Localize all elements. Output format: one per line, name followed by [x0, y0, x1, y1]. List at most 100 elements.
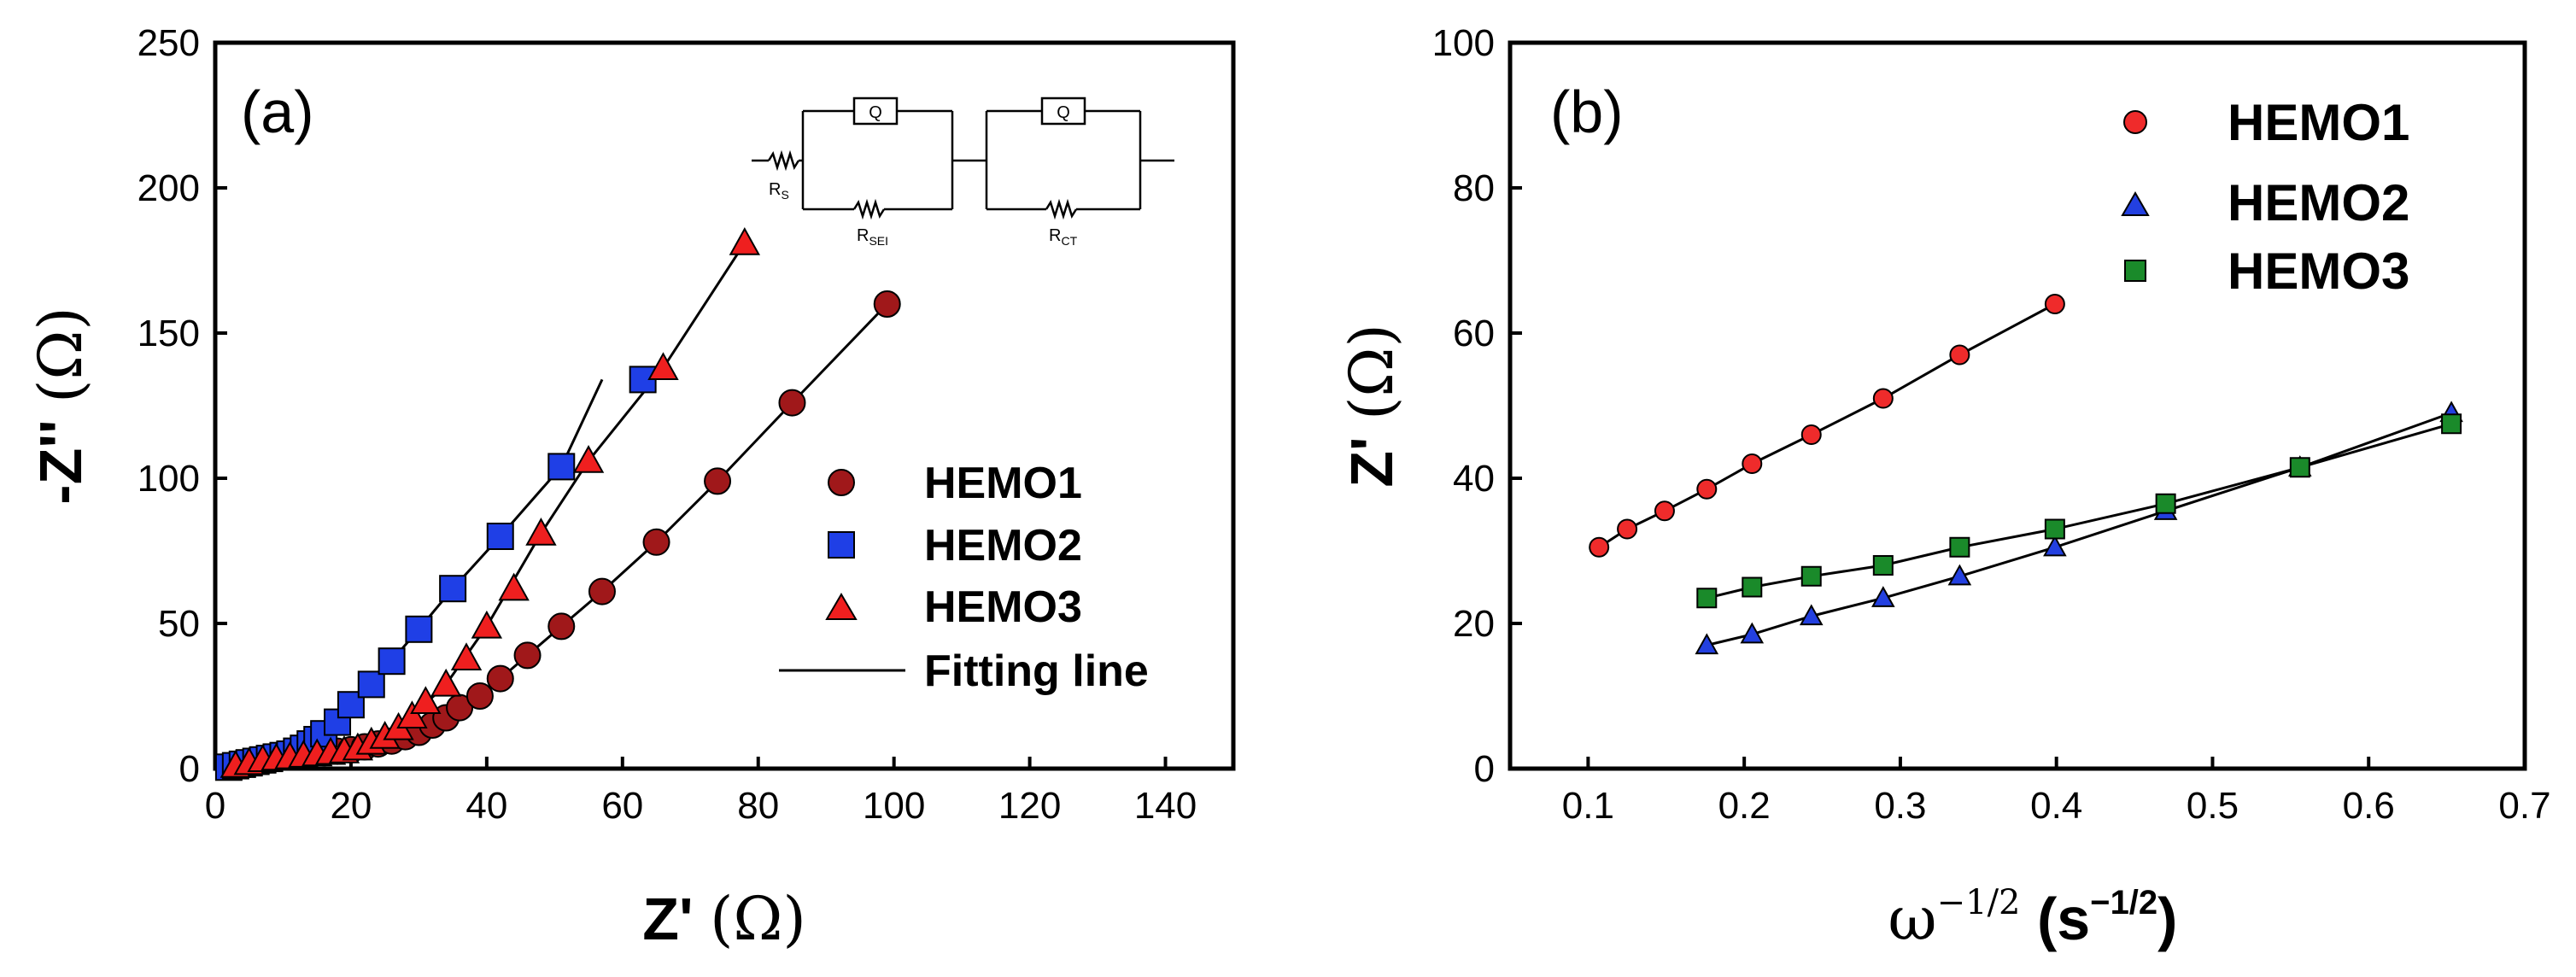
a-point-hemo3 [647, 352, 679, 380]
b-x-tick-label: 0.4 [2030, 785, 2082, 827]
b-point-hemo3 [1800, 565, 1822, 587]
b-point-hemo2 [1947, 564, 1972, 586]
a-y-tick-label: 100 [138, 458, 200, 500]
a-x-tick-label: 60 [601, 785, 643, 827]
b-x-tick-label: 0.2 [1718, 785, 1771, 827]
resistor-rsei [852, 198, 886, 220]
a-x-tick-label: 140 [1134, 785, 1197, 827]
a-point-hemo1 [465, 682, 494, 710]
panel-label-a: (a) [241, 79, 314, 145]
b-point-hemo3 [2441, 413, 2462, 435]
legend-b-hemo1-label: HEMO1 [2228, 94, 2409, 151]
resistor-rs [767, 149, 800, 172]
a-point-hemo1 [547, 612, 576, 641]
b-point-hemo3 [1696, 588, 1718, 609]
b-y-tick-label: 40 [1453, 458, 1495, 500]
a-x-tick-label: 100 [863, 785, 925, 827]
b-y-tick-label: 0 [1474, 748, 1495, 790]
b-point-hemo3 [2044, 518, 2065, 540]
legend-b-hemo3-marker [2124, 260, 2146, 282]
legend-a-fit-label: Fitting line [924, 646, 1149, 696]
a-point-hemo1 [486, 664, 514, 693]
b-point-hemo1 [1696, 478, 1718, 500]
legend-a-hemo3-label: HEMO3 [924, 582, 1082, 632]
a-point-hemo3 [471, 610, 503, 639]
a-x-tick-label: 0 [205, 785, 225, 827]
a-ticks: 0 20 40 60 80 100 120 140 0 50 100 150 200 250 [138, 22, 1197, 827]
resistor-rsei-label: RSEI [857, 226, 888, 248]
a-fit-lines [228, 242, 888, 769]
a-point-hemo2 [486, 523, 514, 550]
resistor-rs-label: RS [769, 180, 789, 202]
a-point-hemo3 [396, 700, 428, 728]
a-x-tick-label: 80 [737, 785, 779, 827]
legend-a-hemo3-marker [825, 593, 858, 620]
a-point-hemo3 [572, 445, 605, 473]
a-point-hemo1 [778, 389, 806, 417]
b-point-hemo3 [1742, 576, 1763, 598]
a-point-hemo1 [588, 577, 616, 606]
b-y-tick-label: 80 [1453, 167, 1495, 209]
legend-a-hemo2-marker [828, 531, 855, 559]
legend-a-hemo1-marker [828, 469, 855, 496]
panel-label-b: (b) [1550, 79, 1624, 145]
a-point-hemo2 [405, 615, 433, 643]
panel-a: 0 20 40 60 80 100 120 140 0 50 100 150 200 250 (a) [26, 22, 1236, 954]
b-point-hemo1 [1872, 388, 1894, 409]
a-point-hemo2 [337, 691, 365, 719]
a-fit-line-hemo1 [235, 302, 888, 768]
b-point-hemo1 [2044, 294, 2065, 314]
b-y-tick-label: 20 [1453, 603, 1495, 645]
a-y-tick-label: 200 [138, 167, 200, 209]
a-markers [214, 227, 901, 781]
b-point-hemo3 [1949, 536, 1970, 558]
a-x-tick-label: 40 [465, 785, 507, 827]
cpe-q2-label: Q [1057, 103, 1070, 122]
legend-b-hemo2-label: HEMO2 [2228, 174, 2409, 231]
b-point-hemo2 [1799, 604, 1824, 626]
y-axis-title-a: -Z'' (Ω) [26, 307, 96, 504]
b-point-hemo3 [2289, 457, 2310, 478]
a-point-hemo2 [357, 670, 385, 699]
a-y-tick-label: 250 [138, 22, 200, 64]
b-point-hemo3 [1872, 555, 1894, 576]
b-fit-line-hemo2 [1706, 412, 2452, 646]
b-point-hemo1 [1800, 424, 1822, 445]
b-point-hemo1 [1589, 536, 1610, 558]
x-axis-title-a: Z' (Ω) [642, 884, 806, 954]
b-x-tick-label: 0.6 [2343, 785, 2395, 827]
b-point-hemo2 [1695, 633, 1719, 655]
b-point-hemo1 [1742, 453, 1763, 474]
a-x-tick-label: 20 [330, 785, 372, 827]
a-point-hemo3 [410, 686, 442, 714]
a-point-hemo2 [547, 453, 576, 481]
a-point-hemo1 [704, 467, 732, 495]
b-point-hemo1 [1654, 500, 1675, 522]
b-point-hemo1 [1949, 344, 1970, 366]
a-y-tick-label: 0 [179, 748, 200, 790]
a-point-hemo2 [439, 575, 467, 603]
a-point-hemo3 [498, 572, 530, 601]
a-x-tick-label: 120 [998, 785, 1061, 827]
a-point-hemo1 [873, 290, 901, 318]
resistor-rct [1045, 198, 1078, 220]
b-fit-lines [1598, 302, 2452, 646]
b-x-tick-label: 0.3 [1874, 785, 1926, 827]
plot-frame-a [213, 40, 1236, 771]
a-y-tick-label: 50 [158, 603, 200, 645]
b-x-tick-label: 0.5 [2187, 785, 2239, 827]
b-markers [1589, 294, 2463, 655]
a-point-hemo3 [430, 668, 462, 697]
plot-frame-b [1508, 40, 2527, 771]
b-point-hemo2 [1871, 586, 1895, 607]
b-y-tick-label: 100 [1432, 22, 1495, 64]
panel-b: 0.1 0.2 0.3 0.4 0.5 0.6 0.7 0 20 40 60 80 100 (b) HE… [1337, 22, 2551, 954]
a-point-hemo3 [450, 642, 483, 670]
b-y-tick-label: 60 [1453, 313, 1495, 354]
legend-a: HEMO1 HEMO2 HEMO3 Fitting line [779, 459, 1149, 696]
b-x-tick-label: 0.1 [1562, 785, 1614, 827]
y-axis-title-b: Z' (Ω) [1337, 324, 1407, 488]
b-point-hemo2 [2043, 535, 2067, 557]
a-point-hemo3 [525, 518, 557, 546]
